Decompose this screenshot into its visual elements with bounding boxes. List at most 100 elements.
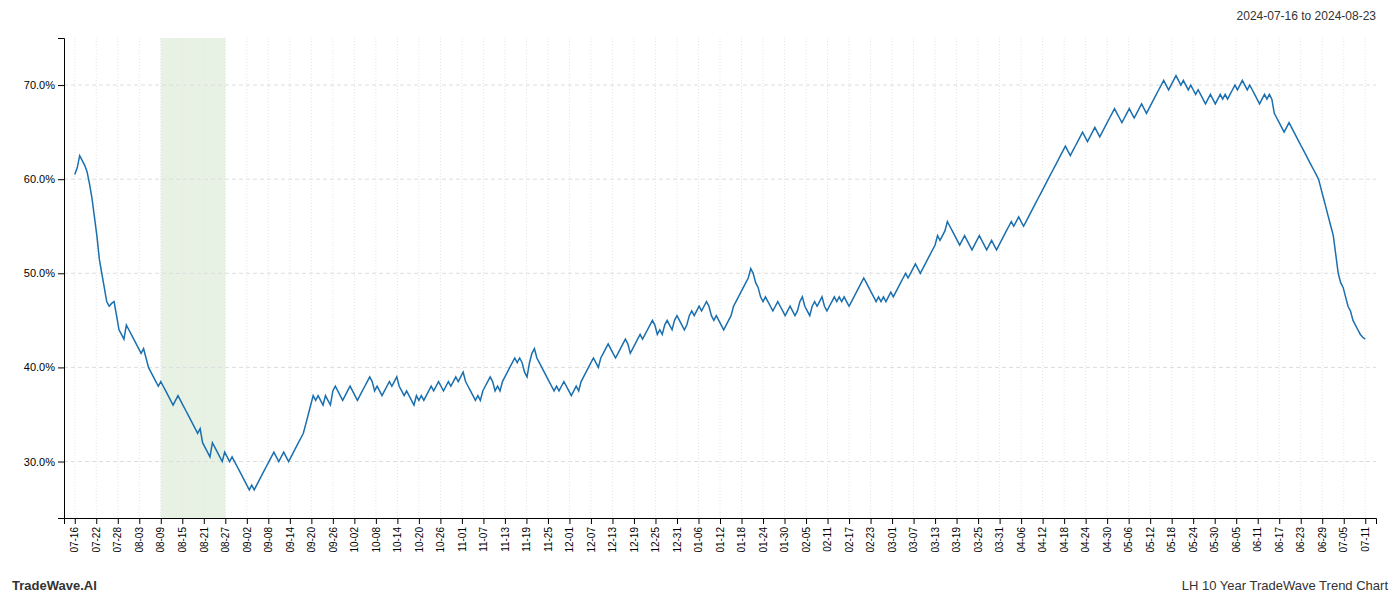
x-tick-mark [612,518,613,524]
x-tick: 04-18 [1059,518,1070,553]
x-grid-line [1085,38,1086,518]
x-tick-label: 01-24 [758,527,769,553]
x-tick-label: 04-12 [1037,527,1048,553]
x-tick: 10-14 [392,518,403,553]
x-tick: 06-23 [1295,518,1306,553]
x-tick-mark [720,518,721,524]
x-tick-label: 03-31 [994,527,1005,553]
x-grid-line [1107,38,1108,518]
x-tick-mark [182,518,183,524]
x-tick: 01-30 [779,518,790,553]
x-tick-mark [96,518,97,524]
y-tick: 60.0% [24,173,64,185]
x-tick-label: 04-24 [1080,527,1091,553]
x-tick-mark [957,518,958,524]
plot-area [75,76,1365,490]
x-tick-label: 10-26 [435,527,446,553]
x-tick-label: 05-30 [1209,527,1220,553]
x-tick-label: 03-25 [973,527,984,553]
y-axis-line [58,39,65,519]
x-tick: 11-25 [543,518,554,552]
x-tick-mark [268,518,269,524]
x-tick: 01-18 [736,518,747,553]
x-tick-mark [1150,518,1151,524]
x-tick: 12-19 [629,518,640,553]
x-grid-line [763,38,764,518]
x-grid-line [268,38,269,518]
x-tick-mark [698,518,699,524]
x-tick-label: 12-01 [564,527,575,553]
x-tick-label: 11-25 [543,527,554,552]
x-tick-mark [849,518,850,524]
x-tick-mark [1107,518,1108,524]
x-tick-label: 09-02 [242,527,253,553]
x-axis-line [65,519,1377,525]
x-tick-mark [1172,518,1173,524]
x-tick: 02-11 [822,518,833,552]
x-tick: 10-02 [349,518,360,553]
x-tick-mark [591,518,592,524]
y-tick: 50.0% [24,267,64,279]
subtitle: 2024-07-16 to 2024-08-23 [1237,9,1377,23]
x-tick-mark [75,518,76,524]
y-tick-label: 70.0% [24,79,55,91]
x-tick: 09-08 [263,518,274,553]
x-tick-label: 09-14 [285,527,296,553]
x-tick-mark [1344,518,1345,524]
x-tick-label: 06-29 [1317,527,1328,553]
x-tick-mark [225,518,226,524]
x-tick-label: 06-17 [1274,527,1285,553]
x-grid-line [117,38,118,518]
x-grid-line [375,38,376,518]
x-tick: 05-12 [1145,518,1156,553]
x-tick-label: 02-11 [822,527,833,552]
x-tick: 08-15 [177,518,188,553]
x-grid-line [1171,38,1172,518]
x-tick-label: 10-08 [371,527,382,553]
x-tick-label: 07-16 [69,527,80,553]
x-tick: 02-05 [801,518,812,553]
x-tick-mark [118,518,119,524]
x-grid-line [332,38,333,518]
x-tick-label: 03-07 [908,527,919,553]
x-tick-mark [1258,518,1259,524]
x-tick-label: 11-13 [500,527,511,552]
grid [64,38,1376,518]
x-tick-mark [204,518,205,524]
x-tick-mark [742,518,743,524]
x-tick-label: 01-06 [693,527,704,553]
x-tick: 11-07 [478,518,489,552]
x-grid-line [246,38,247,518]
x-tick-mark [247,518,248,524]
x-grid-line [1150,38,1151,518]
x-tick-mark [1365,518,1366,524]
x-grid-line [160,38,161,518]
x-tick: 05-30 [1209,518,1220,553]
x-tick-label: 05-12 [1145,527,1156,553]
x-tick-label: 09-20 [306,527,317,553]
x-tick-label: 04-18 [1059,527,1070,553]
x-tick-label: 07-05 [1338,527,1349,553]
x-tick-label: 10-02 [349,527,360,553]
x-grid-line [1257,38,1258,518]
y-tick-mark [58,85,64,86]
annotation: TradeWave.AI [12,578,97,593]
x-tick-label: 06-23 [1295,527,1306,553]
x-tick-label: 11-19 [521,527,532,552]
x-grid-line [569,38,570,518]
x-tick: 08-03 [134,518,145,553]
y-tick-mark [58,273,64,274]
x-tick: 01-24 [758,518,769,553]
x-tick-mark [419,518,420,524]
x-tick-label: 08-03 [134,527,145,553]
x-tick: 11-19 [521,518,532,552]
x-tick: 10-20 [414,518,425,553]
x-tick-label: 11-01 [457,527,468,552]
x-tick-mark [1086,518,1087,524]
x-grid-line [1021,38,1022,518]
y-tick-mark [58,367,64,368]
x-tick-label: 04-30 [1102,527,1113,553]
x-tick-mark [828,518,829,524]
x-tick-label: 12-13 [607,527,618,553]
x-tick-label: 02-23 [865,527,876,553]
